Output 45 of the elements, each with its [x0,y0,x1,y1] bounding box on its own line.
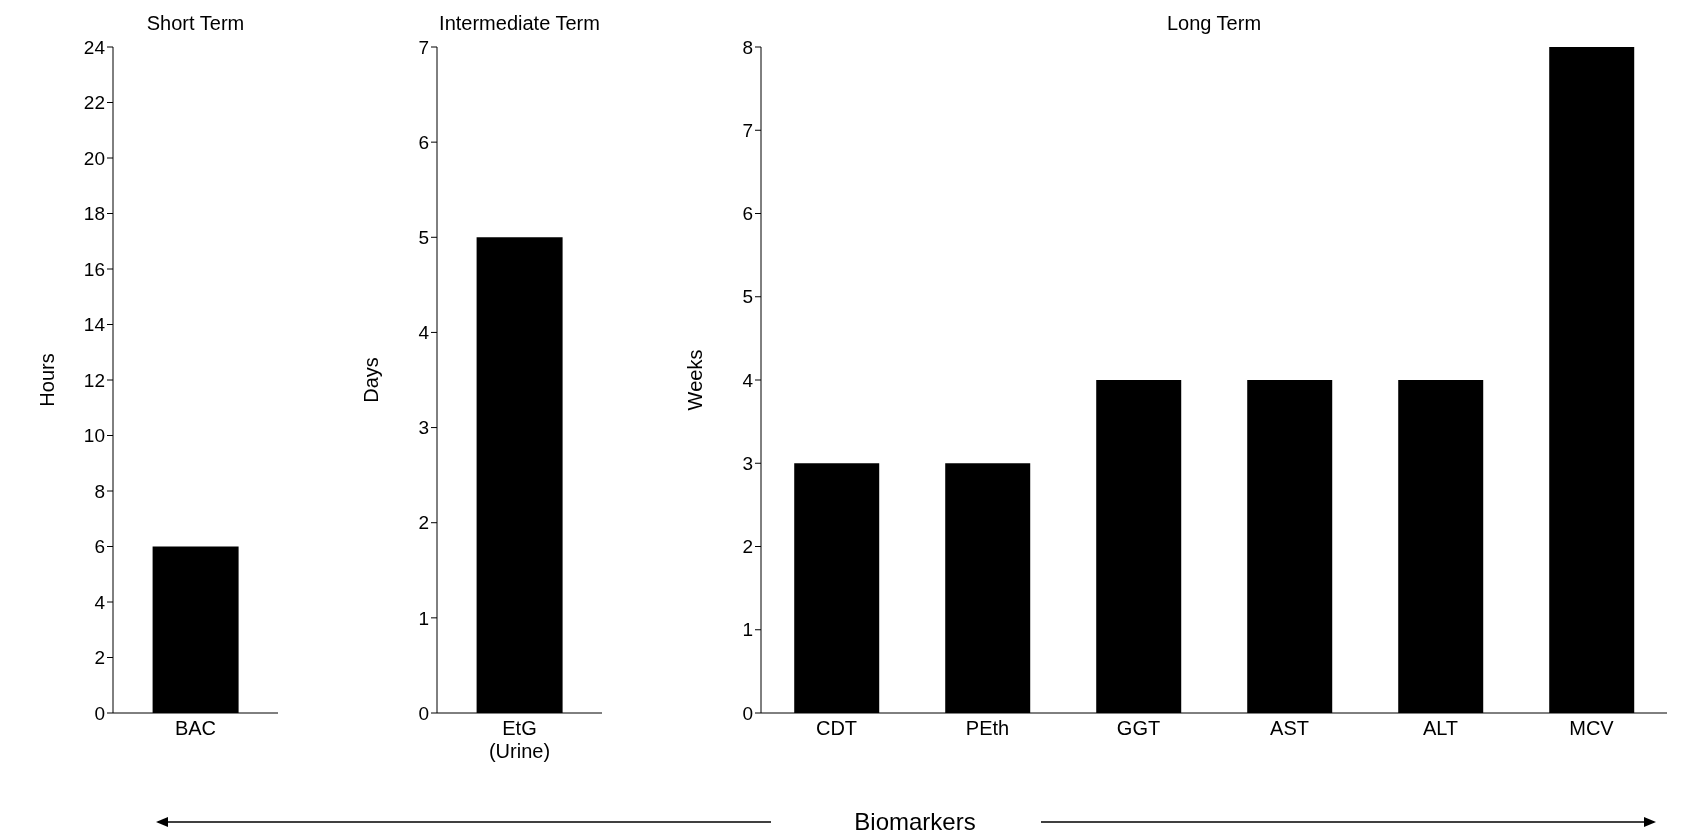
x-tick-label: BAC [174,717,217,739]
y-tick-label: 4 [742,369,754,391]
y-tick-label: 8 [94,480,105,502]
y-tick-label: 16 [83,258,105,280]
y-tick-label: 24 [83,36,106,58]
chart-title: Long Term [1165,12,1263,35]
y-tick-label: 4 [418,322,430,344]
y-tick-label: 6 [418,131,429,153]
y-axis-title: Days [360,357,383,403]
y-axis-title: Hours [36,353,59,407]
y-tick-label: 3 [418,417,429,439]
y-axis-title: Weeks [684,349,707,411]
y-tick-label: 2 [742,536,753,558]
chart-title: Intermediate Term [438,12,601,35]
y-tick-label: 22 [83,92,105,114]
y-tick-label: 4 [94,591,106,613]
y-tick-label: 3 [742,452,753,474]
y-tick-label: 14 [83,314,106,336]
y-tick-label: 6 [94,536,105,558]
x-tick-label: AST [1270,717,1309,739]
y-tick-label: 6 [742,203,753,225]
x-tick-label: ALT [1422,717,1459,739]
y-tick-label: 0 [418,702,429,724]
y-tick-label: 7 [742,119,753,141]
x-tick-label: GGT [1116,717,1161,739]
y-tick-label: 1 [742,619,753,641]
y-tick-label: 2 [94,647,105,669]
y-tick-label: 2 [418,512,429,534]
x-tick-label: PEth [965,717,1010,739]
y-tick-label: 0 [742,702,753,724]
y-tick-label: 20 [83,147,105,169]
y-tick-label: 7 [418,36,429,58]
y-tick-label: 8 [742,36,753,58]
text: Biomarkers [853,808,977,836]
chart-title: Short Term [145,12,246,35]
y-tick-label: 1 [418,607,429,629]
y-tick-label: 18 [83,203,105,225]
x-tick-label: EtG (Urine) [488,717,551,762]
y-tick-label: 10 [83,425,105,447]
y-tick-label: 5 [418,227,429,249]
y-tick-label: 5 [742,286,753,308]
y-tick-label: 0 [94,702,105,724]
x-tick-label: MCV [1569,717,1615,739]
x-tick-label: CDT [815,717,858,739]
y-tick-label: 12 [83,369,105,391]
